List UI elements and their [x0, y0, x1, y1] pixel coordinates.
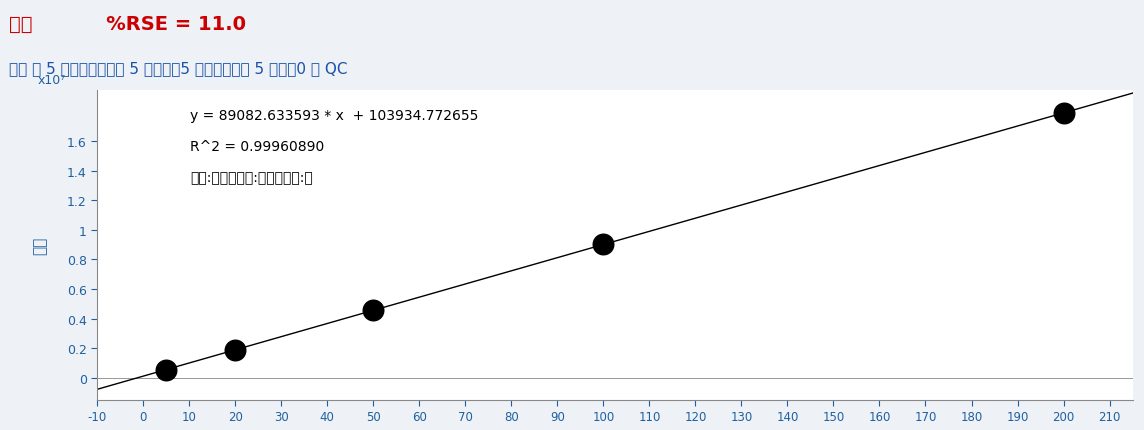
Point — [594, 242, 612, 249]
Text: x10⁷: x10⁷ — [38, 74, 65, 87]
Point — [1055, 110, 1073, 117]
Text: 类型:线性，原点:忽略，权重:无: 类型:线性，原点:忽略，权重:无 — [190, 171, 313, 185]
Text: R^2 = 0.99960890: R^2 = 0.99960890 — [190, 140, 325, 154]
Text: 氯苯 － 5 个级别，使用了 5 个级别，5 个点，使用了 5 个点，0 个 QC: 氯苯 － 5 个级别，使用了 5 个级别，5 个点，使用了 5 个点，0 个 Q… — [9, 61, 348, 76]
Point — [227, 347, 245, 353]
Text: 氯苯: 氯苯 — [9, 15, 33, 34]
Text: y = 89082.633593 * x  + 103934.772655: y = 89082.633593 * x + 103934.772655 — [190, 109, 479, 123]
Point — [364, 307, 382, 314]
Point — [157, 366, 175, 373]
Text: 响应: 响应 — [33, 236, 48, 254]
Text: %RSE = 11.0: %RSE = 11.0 — [86, 15, 246, 34]
